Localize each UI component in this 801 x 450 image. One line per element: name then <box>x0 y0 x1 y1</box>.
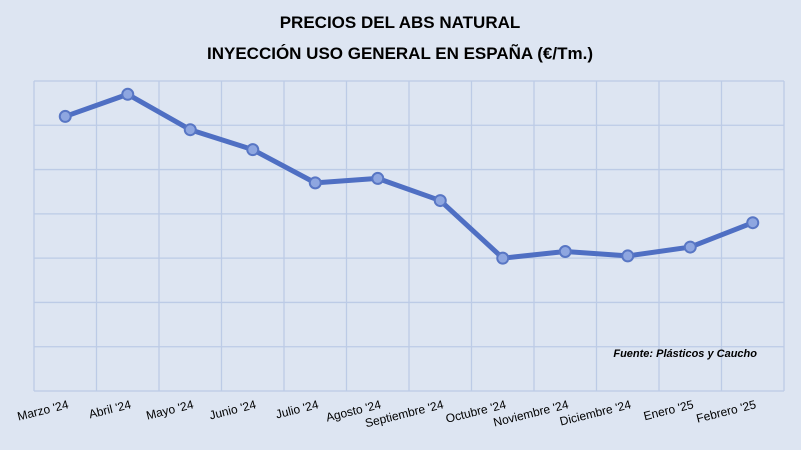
series <box>58 87 760 265</box>
data-point <box>246 143 260 157</box>
data-point <box>621 249 635 263</box>
x-tick-labels: Marzo '24 Abril '24 Mayo '24 Junio '24 Julio… <box>16 397 758 430</box>
data-point <box>746 216 760 230</box>
x-tick-label: Junio '24 <box>208 397 258 422</box>
series-line <box>62 91 756 261</box>
data-point <box>183 123 197 137</box>
data-point <box>683 240 697 254</box>
data-point <box>496 251 510 265</box>
x-tick-label: Diciembre '24 <box>558 397 633 428</box>
gridlines <box>33 80 785 392</box>
data-point <box>308 176 322 190</box>
x-tick-label: Enero '25 <box>642 397 695 423</box>
x-tick-label: Mayo '24 <box>145 397 196 422</box>
chart-title-line-2: INYECCIÓN USO GENERAL EN ESPAÑA (€/Tm.) <box>207 43 593 63</box>
x-tick-label: Julio '24 <box>274 397 320 421</box>
x-tick-label: Abril '24 <box>87 397 132 421</box>
data-point <box>58 109 72 123</box>
x-tick-label: Marzo '24 <box>16 397 70 423</box>
data-point <box>121 87 135 101</box>
data-point <box>371 171 385 185</box>
data-point <box>433 194 447 208</box>
source-annotation: Fuente: Plásticos y Caucho <box>613 348 757 360</box>
chart-title-line-1: PRECIOS DEL ABS NATURAL <box>280 13 521 32</box>
data-point <box>558 245 572 258</box>
x-tick-label: Febrero '25 <box>695 397 758 425</box>
